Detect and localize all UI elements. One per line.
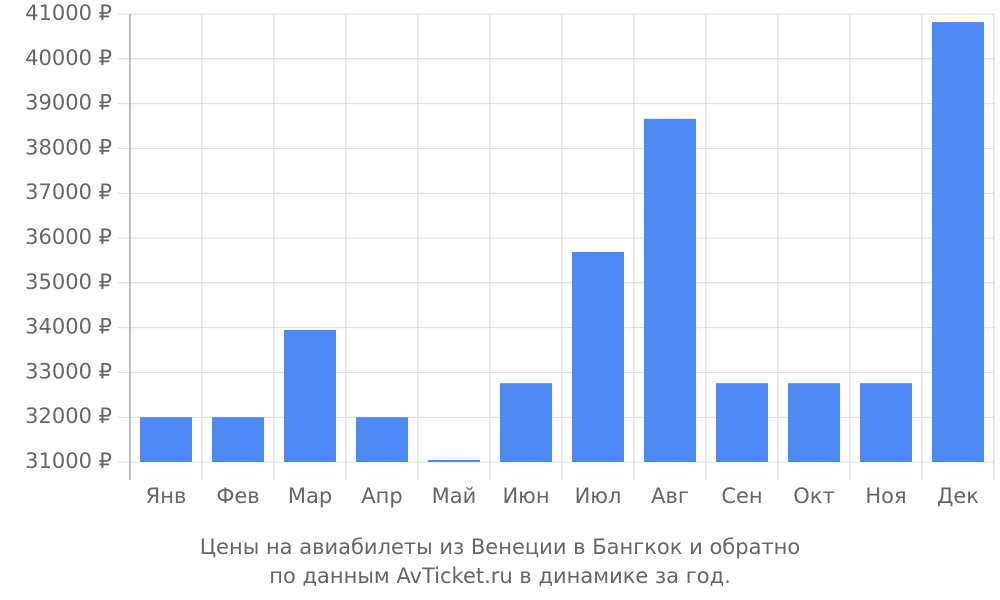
bar: [788, 383, 840, 462]
x-tick-label: Ноя: [865, 484, 906, 508]
y-tick-label: 37000 ₽: [25, 180, 112, 204]
bar: [140, 417, 192, 462]
bar: [212, 417, 264, 462]
bar: [932, 22, 984, 463]
y-tick-label: 34000 ₽: [25, 315, 112, 339]
x-tick-label: Мар: [288, 484, 332, 508]
y-tick-label: 39000 ₽: [25, 91, 112, 115]
x-tick-label: Июл: [575, 484, 622, 508]
y-tick-label: 35000 ₽: [25, 270, 112, 294]
bar: [572, 251, 624, 462]
y-tick-label: 33000 ₽: [25, 359, 112, 383]
caption-line: Цены на авиабилеты из Венеции в Бангкок …: [200, 535, 801, 559]
x-tick-label: Авг: [651, 484, 689, 508]
y-tick-label: 31000 ₽: [25, 449, 112, 473]
x-tick-label: Апр: [361, 484, 402, 508]
x-tick-label: Фев: [216, 484, 259, 508]
bar: [356, 417, 408, 462]
y-tick-label: 32000 ₽: [25, 404, 112, 428]
y-tick-label: 40000 ₽: [25, 46, 112, 70]
bar: [500, 383, 552, 462]
y-tick-label: 41000 ₽: [25, 1, 112, 25]
bar: [716, 383, 768, 462]
bar: [644, 118, 696, 462]
x-tick-label: Июн: [502, 484, 549, 508]
x-tick-label: Май: [432, 484, 477, 508]
bar: [428, 459, 480, 462]
x-tick-label: Янв: [146, 484, 187, 508]
bar: [284, 329, 336, 462]
x-tick-label: Окт: [793, 484, 834, 508]
bar: [860, 383, 912, 462]
x-tick-label: Дек: [937, 484, 979, 508]
y-tick-label: 36000 ₽: [25, 225, 112, 249]
x-tick-label: Сен: [721, 484, 762, 508]
y-tick-label: 38000 ₽: [25, 135, 112, 159]
caption-line: по данным AvTicket.ru в динамике за год.: [269, 564, 731, 588]
